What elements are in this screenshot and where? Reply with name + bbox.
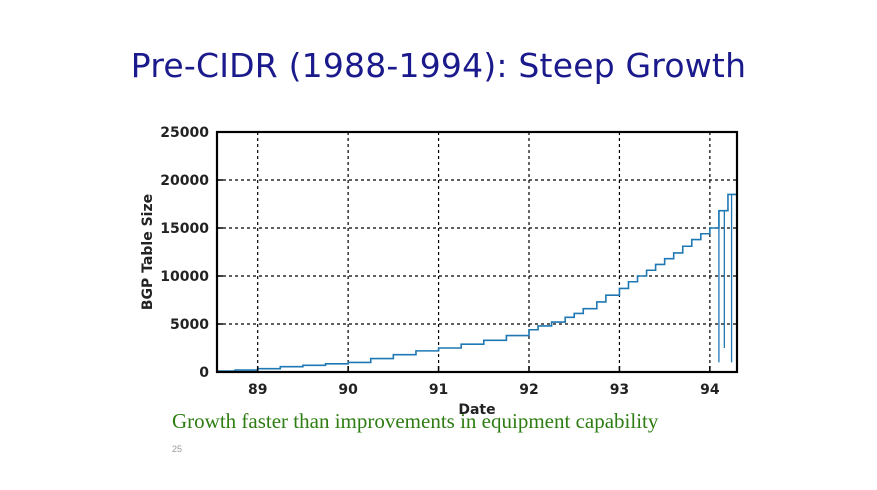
x-axis-title: Date: [458, 402, 495, 418]
plot-frame: [215, 130, 739, 374]
series-layer: [217, 180, 738, 372]
y-tick-label: 10000: [160, 269, 209, 285]
x-tick-label: 90: [338, 382, 358, 398]
tick-marks: [217, 131, 711, 373]
y-tick-label: 20000: [160, 173, 209, 189]
x-tick-label: 92: [519, 382, 538, 398]
grid-lines: [217, 132, 737, 372]
x-tick-label: 93: [610, 382, 629, 398]
tick-labels: 0 5000 10000 15000 20000 25000 89 90 91 92 93 94: [160, 125, 720, 398]
x-tick-label: 94: [700, 382, 720, 398]
bgp-table-size-chart: 0 5000 10000 15000 20000 25000 89 90 91 92 93 94 BG…: [140, 125, 739, 418]
y-tick-label: 25000: [160, 125, 209, 141]
y-axis-title: BGP Table Size: [140, 194, 156, 310]
page-number: 25: [172, 444, 183, 454]
bgp-table-size-line: [217, 180, 738, 372]
x-tick-label: 89: [248, 382, 267, 398]
y-tick-label: 5000: [170, 317, 209, 333]
slide-title: Pre-CIDR (1988-1994): Steep Growth: [130, 46, 747, 85]
x-tick-label: 91: [429, 382, 448, 398]
slide-caption: Growth faster than improvements in equip…: [172, 409, 659, 433]
y-tick-label: 0: [199, 365, 209, 381]
y-tick-label: 15000: [160, 221, 209, 237]
